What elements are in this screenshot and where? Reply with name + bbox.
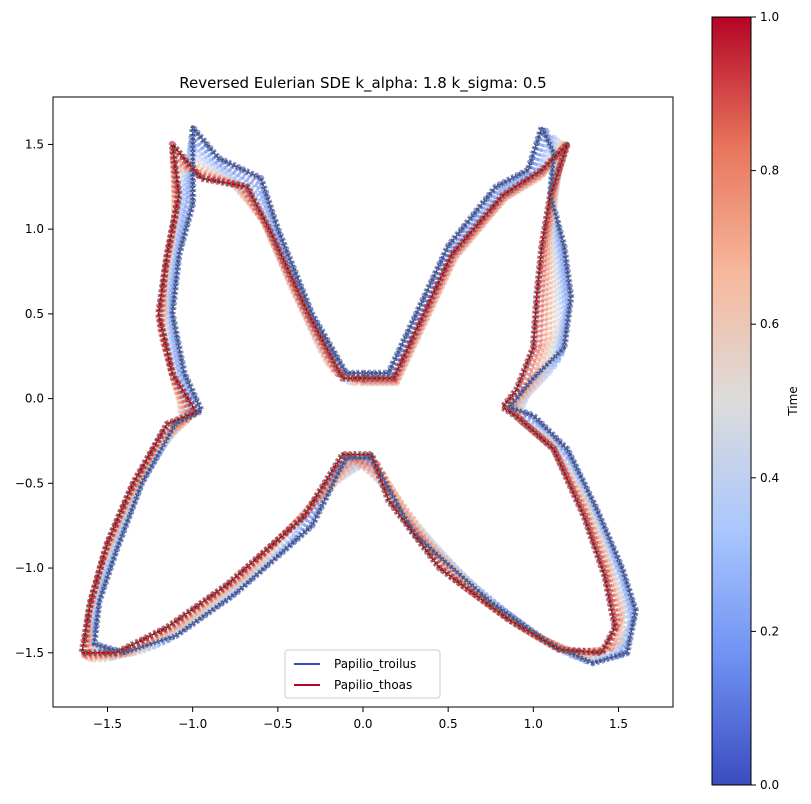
- y-tick-label: 1.5: [25, 137, 44, 151]
- legend-box: [284, 649, 441, 699]
- legend-label-papilio-thoas: Papilio_thoas: [334, 678, 412, 692]
- chart-title: Reversed Eulerian SDE k_alpha: 1.8 k_sig…: [179, 74, 546, 93]
- colorbar-gradient: [711, 16, 752, 786]
- colorbar-label: Time: [786, 386, 800, 416]
- x-tick-label: 0.0: [353, 717, 372, 731]
- plot-area: −1.5 −1.0 −0.5 0.0 0.5 1.0 1.5 −1.5 −1.0 −0.5 0.0…: [15, 96, 674, 731]
- series-line-0: [93, 126, 637, 664]
- y-axis: −1.5 −1.0 −0.5 0.0 0.5 1.0 1.5: [15, 137, 53, 660]
- x-tick-label: −0.5: [263, 717, 292, 731]
- colorbar-tick-label: 0.0: [760, 778, 779, 792]
- legend: Papilio_troilus Papilio_thoas: [284, 649, 441, 699]
- x-axis: −1.5 −1.0 −0.5 0.0 0.5 1.0 1.5: [93, 707, 628, 731]
- colorbar-tick-label: 0.2: [760, 624, 779, 638]
- colorbar-ticks: 0.0 0.2 0.4 0.6 0.8 1.0: [751, 10, 779, 792]
- x-tick-label: 0.5: [439, 717, 458, 731]
- y-tick-label: 1.0: [25, 222, 44, 236]
- y-tick-label: 0.0: [25, 392, 44, 406]
- x-tick-label: −1.0: [178, 717, 207, 731]
- colorbar: 0.0 0.2 0.4 0.6 0.8 1.0 Time: [711, 10, 800, 792]
- colorbar-tick-label: 0.6: [760, 317, 779, 331]
- colorbar-tick-label: 1.0: [760, 10, 779, 24]
- series-line-1: [81, 143, 616, 654]
- y-tick-label: −0.5: [15, 476, 44, 490]
- colorbar-tick-label: 0.4: [760, 471, 779, 485]
- plot-background: [53, 97, 673, 707]
- x-tick-label: −1.5: [93, 717, 122, 731]
- y-tick-label: −1.0: [15, 561, 44, 575]
- x-tick-label: 1.0: [524, 717, 543, 731]
- x-tick-label: 1.5: [609, 717, 628, 731]
- y-tick-label: −1.5: [15, 646, 44, 660]
- y-tick-label: 0.5: [25, 307, 44, 321]
- species-outlines: [79, 125, 638, 666]
- colorbar-tick-label: 0.8: [760, 164, 779, 178]
- legend-label-papilio-troilus: Papilio_troilus: [334, 657, 416, 671]
